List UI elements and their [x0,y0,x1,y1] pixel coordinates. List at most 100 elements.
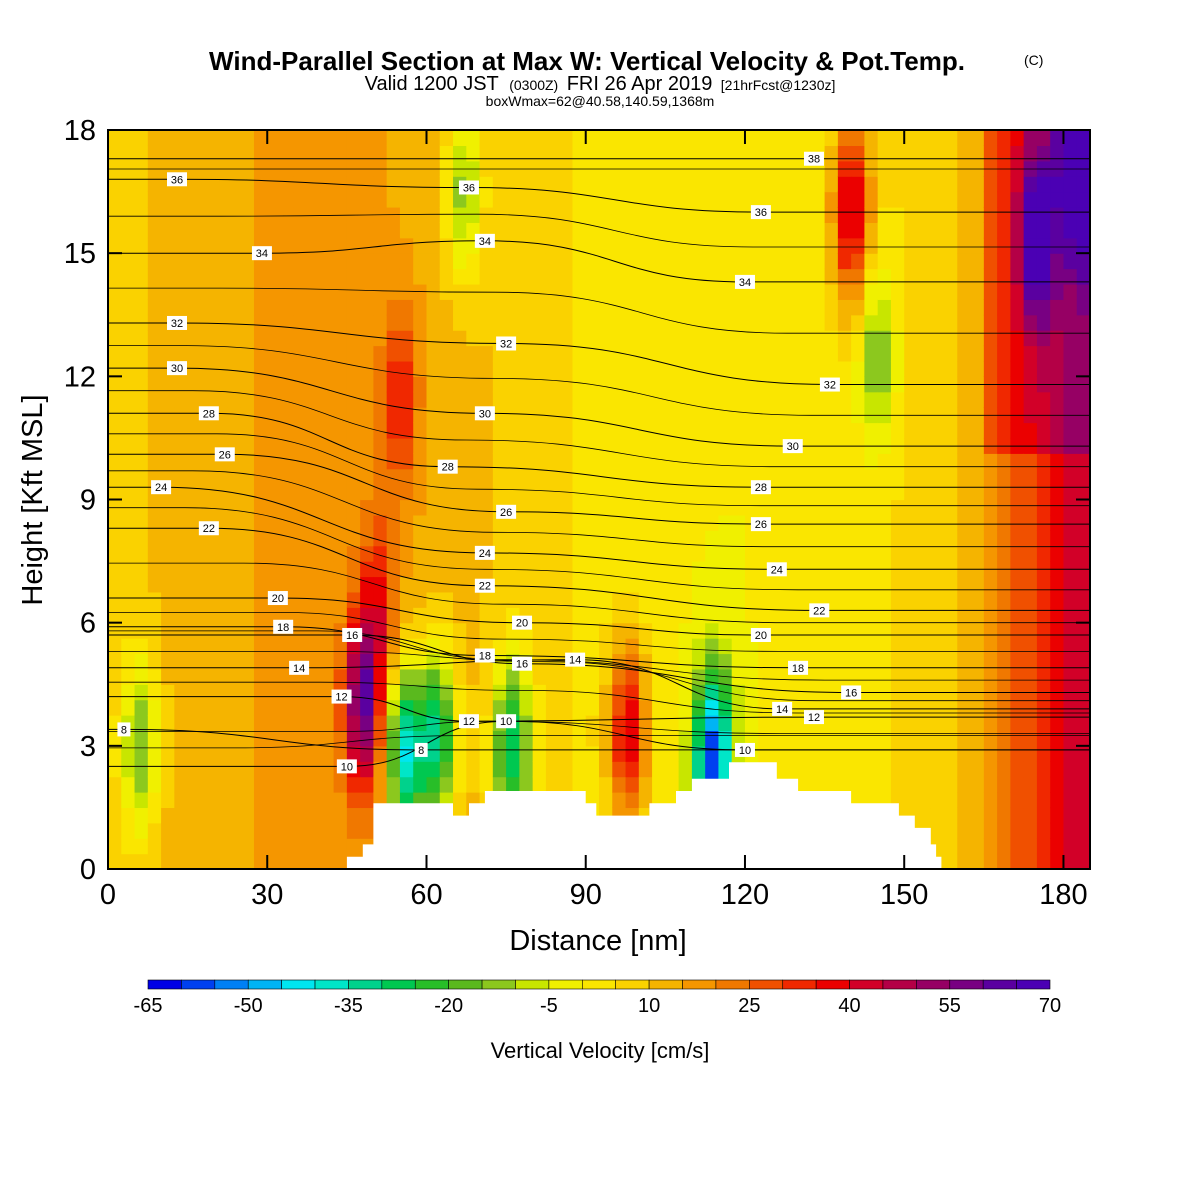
heat-cell [705,607,720,624]
heat-cell [214,822,229,839]
svg-text:10: 10 [739,745,751,757]
heat-cell [1010,391,1025,408]
heat-cell [161,561,175,578]
heat-cell [983,822,998,839]
heat-cell [625,407,640,424]
heat-cell [413,514,428,531]
heat-cell [399,653,414,670]
heat-cell [890,530,905,547]
heat-cell [413,622,428,639]
heat-cell [346,514,361,531]
heat-cell [439,268,454,285]
heat-cell [532,514,547,531]
heat-cell [944,545,958,562]
heat-cell [904,638,919,655]
heat-cell [253,653,268,670]
heat-cell [890,345,905,362]
colorbar-swatch [181,979,216,990]
heat-cell [506,591,520,608]
heat-cell [121,761,136,778]
heat-cell [612,145,627,162]
heat-cell [333,807,348,824]
heat-cell [134,561,149,578]
theta-contour [108,562,1090,624]
heat-cell [108,391,122,408]
heat-cell [1076,761,1090,778]
forecast-info: [21hrFcst@1230z] [721,77,836,93]
heat-cell [121,653,136,670]
heat-cell [957,391,972,408]
heat-cell [798,745,812,762]
heat-cell [267,330,282,347]
heat-cell [267,145,282,162]
heat-cell [771,222,786,239]
heat-cell [399,130,414,146]
heat-cell [108,684,122,701]
heat-cell [904,668,919,685]
heat-cell [851,576,866,593]
heat-cell [877,668,892,685]
heat-cell [758,453,773,470]
heat-cell [214,360,229,377]
heat-cell [479,607,494,624]
heat-cell [532,484,547,501]
heat-cell [373,715,388,732]
heat-cell [147,391,162,408]
heat-cell [625,237,640,254]
heat-cell [320,176,335,193]
x-tick-label: 60 [410,879,442,911]
heat-cell [957,145,972,162]
heat-cell [187,206,202,223]
heat-cell [506,299,520,316]
heat-cell [1050,776,1065,793]
heat-cell [545,730,560,747]
heat-cell [399,237,414,254]
heat-cell [399,453,414,470]
heat-cell [386,360,401,377]
heat-cell [1050,653,1065,670]
heat-cell [1076,838,1090,855]
heat-cell [320,468,335,485]
heat-cell [1023,745,1038,762]
colorbar-swatch [515,979,550,990]
heat-cell [386,437,401,454]
heat-cell [625,299,640,316]
heat-cell [413,299,428,316]
heat-cell [386,699,401,716]
heat-cell [612,638,627,655]
svg-text:16: 16 [516,659,528,671]
heat-cell [532,253,547,270]
heat-cell [439,607,454,624]
heat-cell [506,684,520,701]
heat-cell [917,591,932,608]
heat-cell [253,268,268,285]
heat-cell [227,745,242,762]
heat-cell [320,514,335,531]
theta-contour [108,486,1090,570]
contour-label: 18 [273,619,294,634]
heat-cell [851,314,866,331]
heat-cell [320,499,335,516]
heat-cell [559,437,574,454]
heat-cell [532,145,547,162]
heat-cell [373,191,388,208]
heat-cell [798,191,812,208]
heat-cell [545,330,560,347]
heat-cell [890,499,905,516]
heat-cell [1050,130,1065,146]
heat-cell [625,792,640,809]
heat-cell [824,668,839,685]
heat-cell [519,206,534,223]
heat-cell [293,699,308,716]
heat-cell [214,191,229,208]
heat-cell [824,484,839,501]
heat-cell [784,391,799,408]
heat-cell [346,792,361,809]
heat-cell [612,545,627,562]
heat-cell [121,330,136,347]
heat-cell [174,345,189,362]
heat-cell [890,607,905,624]
